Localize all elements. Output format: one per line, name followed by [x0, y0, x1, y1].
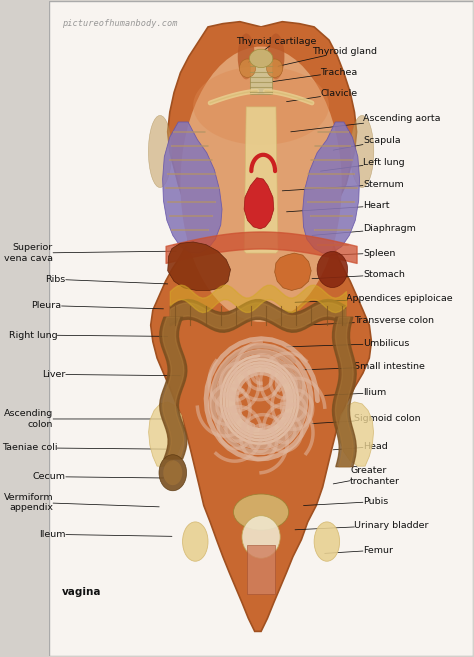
Polygon shape [148, 402, 184, 466]
Text: Trachea: Trachea [265, 68, 358, 83]
Polygon shape [151, 22, 372, 631]
Ellipse shape [266, 59, 283, 78]
Text: Spleen: Spleen [329, 248, 395, 258]
Bar [247, 545, 274, 594]
Text: Greater
trochanter: Greater trochanter [333, 466, 400, 486]
Text: Heart: Heart [287, 202, 390, 212]
Polygon shape [244, 177, 274, 229]
Text: Sigmoid colon: Sigmoid colon [312, 415, 421, 424]
Ellipse shape [181, 47, 342, 322]
Ellipse shape [314, 522, 339, 561]
Text: Ribs: Ribs [46, 275, 168, 284]
Text: Left lung: Left lung [320, 158, 405, 171]
Text: pictureofhumanbody.com: pictureofhumanbody.com [62, 19, 177, 28]
Text: Thyroid cartilage: Thyroid cartilage [236, 37, 316, 62]
Ellipse shape [239, 59, 255, 78]
Text: Appendices epiploicae: Appendices epiploicae [295, 294, 453, 303]
Text: Sternum: Sternum [283, 180, 404, 191]
Polygon shape [163, 122, 222, 253]
Ellipse shape [193, 66, 329, 145]
Text: Femur: Femur [325, 545, 393, 555]
Polygon shape [303, 122, 360, 253]
Text: Small intestine: Small intestine [303, 362, 425, 371]
Text: Thyroid gland: Thyroid gland [278, 47, 377, 66]
Ellipse shape [159, 455, 187, 491]
Ellipse shape [350, 116, 374, 187]
Ellipse shape [242, 516, 280, 558]
Bar [250, 58, 272, 94]
Ellipse shape [267, 34, 284, 79]
Polygon shape [168, 242, 230, 290]
Text: Urinary bladder: Urinary bladder [295, 521, 429, 530]
Ellipse shape [148, 116, 172, 187]
Text: Right lung: Right lung [9, 330, 168, 340]
Ellipse shape [234, 494, 289, 530]
Text: Ilium: Ilium [325, 388, 386, 397]
Text: Vermiform
appendix: Vermiform appendix [3, 493, 159, 512]
Ellipse shape [182, 522, 208, 561]
Text: Clavicle: Clavicle [287, 89, 357, 102]
Polygon shape [338, 402, 374, 466]
Ellipse shape [317, 252, 347, 288]
Text: Taeniae coli: Taeniae coli [2, 443, 168, 452]
Text: Ileum: Ileum [39, 530, 172, 539]
Text: Scapula: Scapula [333, 137, 401, 150]
Polygon shape [234, 27, 289, 76]
Text: vagina: vagina [62, 587, 101, 597]
Text: Liver: Liver [43, 370, 181, 379]
Text: Ascending
colon: Ascending colon [4, 409, 164, 428]
Text: Cecum: Cecum [33, 472, 164, 481]
Text: Stomach: Stomach [312, 270, 405, 279]
Text: Head: Head [333, 442, 388, 451]
Ellipse shape [249, 49, 273, 68]
Text: Superior
vena cava: Superior vena cava [4, 243, 176, 263]
Text: Pleura: Pleura [31, 301, 164, 310]
Text: Transverse colon: Transverse colon [303, 316, 435, 325]
Text: Diaphragm: Diaphragm [312, 224, 416, 235]
Ellipse shape [163, 461, 182, 485]
Text: Ascending aorta: Ascending aorta [291, 114, 440, 132]
Polygon shape [274, 253, 311, 290]
Text: Umbilicus: Umbilicus [287, 339, 410, 348]
Text: Pubis: Pubis [303, 497, 388, 506]
Polygon shape [244, 107, 278, 253]
Ellipse shape [238, 34, 255, 79]
